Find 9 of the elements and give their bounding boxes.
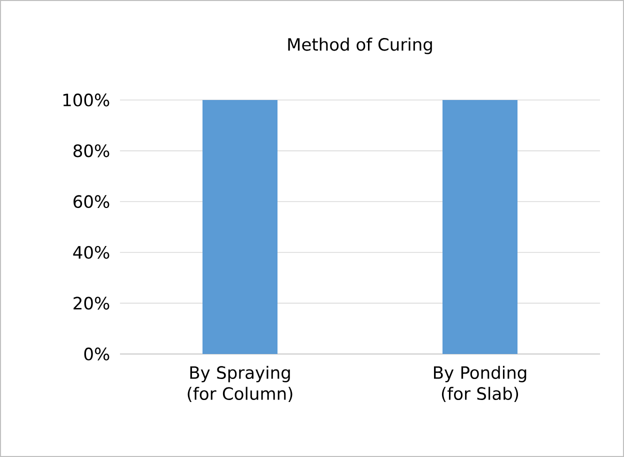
y-tick-label: 20% (74, 296, 110, 310)
y-tick-label: 100% (63, 94, 110, 106)
y-tick-label: 0% (84, 348, 110, 360)
x-tick-label: By Spraying (for Column) (188, 366, 292, 402)
x-tick-label: By Ponding (for Slab) (434, 366, 526, 402)
chart-title: Method of Curing (288, 38, 432, 54)
y-tick-label: 40% (73, 246, 110, 259)
y-tick-label: 80% (74, 144, 110, 158)
y-tick-label: 60% (74, 195, 110, 208)
